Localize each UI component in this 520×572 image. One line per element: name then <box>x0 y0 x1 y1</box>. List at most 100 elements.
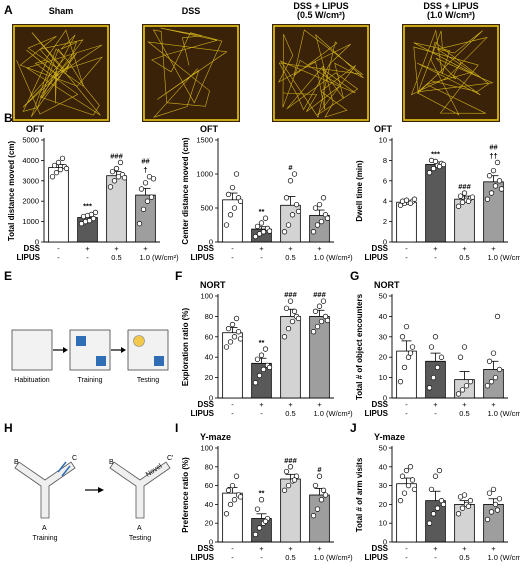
data-point <box>146 174 153 180</box>
y-axis-label: Exploration ratio (%) <box>181 308 190 387</box>
arena-edge-track <box>143 25 239 121</box>
significance-label: # <box>317 465 322 474</box>
arm-label-a: A <box>42 525 47 532</box>
y-axis-label: Preference ratio (%) <box>181 457 190 533</box>
data-point <box>291 171 298 177</box>
lipus-row-value: 0.5 <box>285 253 295 262</box>
data-point <box>459 505 466 511</box>
data-point <box>258 497 265 503</box>
y-tick-label: 20 <box>379 353 387 362</box>
data-point <box>225 487 232 493</box>
data-point <box>293 201 300 208</box>
data-point <box>138 186 145 192</box>
data-point <box>488 379 495 385</box>
y-tick-label: 1000 <box>22 217 39 226</box>
lipus-row-value: - <box>231 253 234 262</box>
object-square <box>154 356 164 366</box>
arrow-head <box>121 347 126 353</box>
data-point <box>486 173 493 179</box>
data-point <box>121 175 128 181</box>
data-point <box>295 315 302 322</box>
bar <box>309 315 330 399</box>
dss-row-value: + <box>491 400 496 409</box>
data-point <box>285 222 292 228</box>
data-point <box>486 490 493 496</box>
data-point <box>399 334 406 340</box>
dss-row-value: - <box>231 544 234 553</box>
dss-row-value: + <box>259 400 264 409</box>
significance-label: ### <box>284 290 297 299</box>
y-tick-label: 100 <box>200 444 213 453</box>
y-tick-label: 30 <box>379 332 387 341</box>
significance-label: ## <box>489 142 498 151</box>
data-point <box>403 197 410 203</box>
data-point <box>496 366 503 373</box>
data-point <box>467 497 474 504</box>
data-point <box>289 212 296 218</box>
y-tick-label: 0 <box>209 394 213 403</box>
data-point <box>150 176 157 182</box>
y-tick-label: 5000 <box>22 136 39 145</box>
lipus-row-value: 0.5 <box>285 553 295 562</box>
arena-title: DSS + LIPUS <box>423 1 478 11</box>
panel-e-nort-schematic: Habituation Training Testing <box>11 329 169 384</box>
novel-object-circle <box>133 335 145 347</box>
y-tick-label: 10 <box>379 519 387 528</box>
data-point <box>223 222 230 228</box>
significance-label: ** <box>259 338 265 347</box>
data-point <box>295 208 302 215</box>
data-point <box>496 178 503 184</box>
data-point <box>405 354 412 360</box>
dss-row-value: + <box>433 400 438 409</box>
data-point <box>223 511 230 517</box>
arena-background <box>142 24 240 122</box>
data-point <box>461 492 468 498</box>
dss-row-value: + <box>317 400 322 409</box>
y-tick-label: 10 <box>379 373 387 382</box>
y-axis-label: Total # of arm visits <box>355 457 364 532</box>
data-point <box>312 482 319 489</box>
data-point <box>318 318 325 325</box>
lipus-row-value: 0.5 <box>459 409 469 418</box>
data-point <box>322 313 329 320</box>
phase-label: Training <box>32 535 57 542</box>
y-tick-label: 40 <box>205 353 213 362</box>
y-tick-label: 1000 <box>196 170 213 179</box>
dss-row-value: - <box>231 244 234 253</box>
arm-label-c: C <box>72 455 77 462</box>
dss-row-value: + <box>259 544 264 553</box>
dss-row-label: DSS <box>372 244 389 253</box>
dss-row-value: + <box>114 244 119 253</box>
ymaze-testing <box>109 461 171 519</box>
chart-title: NORT <box>374 280 400 290</box>
data-point <box>289 318 296 325</box>
y-tick-label: 2000 <box>22 197 39 206</box>
data-point <box>407 464 414 470</box>
data-point <box>397 202 404 208</box>
panel-letter-i: I <box>175 421 178 435</box>
significance-label: *** <box>431 149 440 158</box>
data-point <box>256 231 263 237</box>
y-tick-label: 3000 <box>22 176 39 185</box>
dss-row-value: + <box>288 400 293 409</box>
data-point <box>469 194 476 200</box>
data-point <box>492 501 499 508</box>
dss-row-label: DSS <box>198 544 215 553</box>
data-point <box>409 477 416 483</box>
data-point <box>320 298 327 304</box>
data-point <box>260 366 267 373</box>
lipus-row-value: 1.0 (W/cm²) <box>488 253 520 262</box>
dss-row-value: + <box>462 544 467 553</box>
y-axis-label: Center distance moved (cm) <box>181 137 190 244</box>
data-point <box>455 391 462 397</box>
data-point <box>51 162 58 169</box>
movement-track <box>277 29 364 118</box>
data-point <box>57 166 64 173</box>
y-tick-label: 2 <box>383 217 387 226</box>
data-point <box>227 501 234 508</box>
data-point <box>227 339 234 345</box>
chart-title: Y-maze <box>374 432 405 442</box>
data-point <box>490 167 497 174</box>
lipus-row-value: - <box>434 253 437 262</box>
arena-background <box>12 24 110 122</box>
